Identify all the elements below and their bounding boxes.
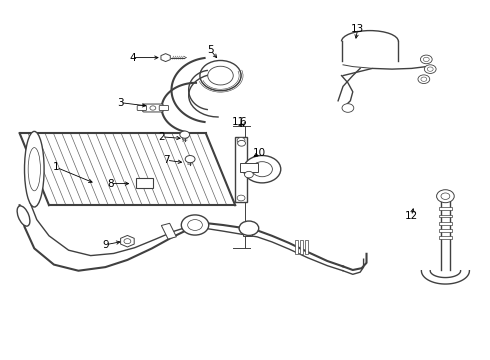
Text: 12: 12 (405, 211, 418, 221)
Bar (161, 223, 176, 239)
Text: 1: 1 (53, 162, 60, 172)
Circle shape (180, 131, 190, 138)
Circle shape (342, 104, 354, 112)
Bar (243, 223, 252, 236)
Circle shape (124, 239, 131, 244)
Text: 9: 9 (102, 240, 109, 250)
Text: 3: 3 (117, 98, 123, 108)
Circle shape (427, 67, 433, 71)
Text: 6: 6 (239, 117, 246, 127)
FancyBboxPatch shape (143, 104, 163, 112)
Bar (439, 215, 452, 217)
Circle shape (150, 106, 156, 110)
Circle shape (423, 57, 429, 62)
Circle shape (239, 221, 259, 235)
Text: 2: 2 (158, 132, 165, 142)
FancyBboxPatch shape (137, 105, 147, 111)
Text: 13: 13 (351, 24, 365, 34)
Bar (439, 207, 452, 210)
Circle shape (244, 156, 281, 183)
Circle shape (200, 60, 241, 91)
Bar (439, 229, 452, 232)
FancyBboxPatch shape (159, 105, 169, 111)
Text: 7: 7 (163, 155, 170, 165)
Bar (300, 240, 303, 254)
Bar (439, 222, 452, 225)
Circle shape (424, 65, 436, 73)
Circle shape (418, 75, 430, 84)
Text: 5: 5 (207, 45, 214, 55)
Ellipse shape (17, 206, 30, 226)
Circle shape (245, 171, 253, 178)
Circle shape (188, 220, 202, 230)
Circle shape (181, 215, 209, 235)
Text: 10: 10 (253, 148, 266, 158)
Circle shape (238, 140, 245, 146)
Circle shape (208, 66, 233, 85)
Text: 11: 11 (232, 117, 245, 127)
Ellipse shape (28, 148, 40, 191)
Circle shape (420, 55, 432, 64)
Circle shape (252, 162, 272, 177)
Circle shape (185, 156, 195, 163)
Ellipse shape (24, 131, 44, 207)
Bar (295, 240, 298, 254)
Text: 8: 8 (107, 179, 114, 189)
Text: 4: 4 (129, 53, 136, 63)
Circle shape (441, 193, 450, 199)
Circle shape (237, 138, 245, 143)
Bar (136, 178, 153, 188)
Bar (235, 137, 247, 202)
Circle shape (421, 77, 427, 81)
Bar (439, 236, 452, 239)
Bar (240, 163, 258, 172)
Bar (305, 240, 308, 254)
Circle shape (237, 195, 245, 201)
Circle shape (437, 190, 454, 203)
